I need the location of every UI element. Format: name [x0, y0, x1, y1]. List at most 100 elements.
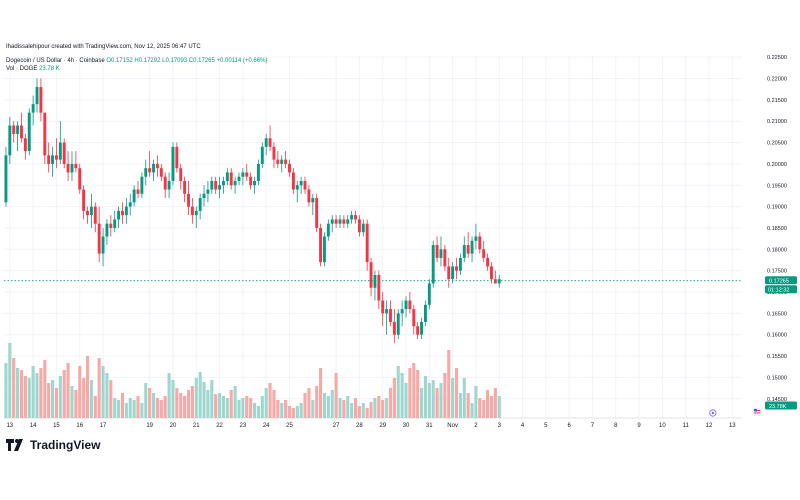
volume-bar — [237, 400, 241, 418]
candle-body — [225, 172, 229, 181]
candle-body — [144, 168, 148, 177]
volume-badge-value: 23.78K — [769, 404, 787, 410]
volume-bar — [489, 396, 494, 418]
volume-bar — [144, 383, 148, 418]
volume-bar — [365, 408, 369, 418]
candle-body — [16, 125, 20, 135]
price-axis[interactable]: 0.22500 0.22000 0.21500 0.21000 0.20500 0.200… — [767, 55, 787, 403]
candle-body — [245, 172, 249, 177]
volume-bar — [493, 388, 497, 418]
candle-body — [152, 163, 155, 173]
y-tick-label: 0.16000 — [767, 333, 787, 339]
candle-body — [210, 180, 214, 190]
volume-bar — [315, 386, 319, 418]
tradingview-logo-icon — [6, 439, 23, 451]
candle-body — [435, 245, 439, 258]
candle-body — [385, 309, 389, 314]
x-tick-label: 16 — [76, 423, 83, 429]
symbol-title[interactable]: Dogecoin / US Dollar · 4h · Coinbase — [6, 58, 105, 64]
candle-body — [497, 279, 501, 284]
candle-body — [311, 198, 315, 203]
volume-bar — [43, 360, 47, 418]
candle-body — [357, 219, 361, 233]
candle-body — [43, 112, 47, 156]
volume-bar — [295, 406, 299, 418]
candle-body — [70, 163, 74, 173]
candle-body — [20, 125, 23, 139]
volume-label[interactable]: Vol · DOGE — [6, 66, 38, 72]
volume-bar — [264, 388, 268, 418]
volume-bar — [155, 398, 159, 418]
candle-body — [237, 176, 241, 181]
candle-body — [408, 300, 412, 310]
candle-body — [420, 321, 424, 335]
x-tick-label: 21 — [193, 423, 200, 429]
y-tick-label: 0.15500 — [767, 354, 787, 360]
x-tick-label: 20 — [170, 423, 177, 429]
time-axis[interactable]: 13 14 15 16 17 19 20 21 22 23 24 25 27 28 29 30 31 Nov 2 3 4… — [6, 423, 736, 429]
candle-body — [466, 245, 470, 254]
candle-body — [451, 266, 455, 280]
candle-body — [101, 236, 105, 254]
volume-bar — [322, 393, 327, 418]
volume-bar — [284, 400, 288, 418]
volume-bar — [167, 373, 171, 418]
y-tick-label: 0.14500 — [767, 397, 787, 403]
volume-bar — [93, 396, 97, 418]
candle-body — [431, 245, 435, 284]
volume-bar — [256, 406, 260, 418]
ohlc-values: O0.17152 H0.17292 L0.17093 C0.17265 +0.0… — [106, 58, 268, 64]
extras — [709, 407, 762, 417]
candle-body — [159, 168, 163, 177]
volume-bar — [132, 400, 136, 418]
candle-body — [486, 257, 490, 267]
y-tick-label: 0.18000 — [767, 247, 787, 253]
volume-bar — [427, 383, 431, 418]
candle-body — [39, 87, 43, 113]
volume-bar — [218, 393, 222, 418]
volume-bar — [252, 403, 257, 418]
volume-bar — [404, 383, 408, 418]
volume-bar — [338, 398, 342, 418]
candle-body — [179, 168, 183, 181]
candle-body — [31, 104, 35, 113]
candle-body — [23, 138, 27, 152]
volume-bar — [346, 396, 350, 418]
volume-bar — [210, 380, 214, 418]
y-tick-label: 0.18500 — [767, 226, 787, 232]
volume-bar — [229, 390, 233, 418]
us-flag-canton — [754, 409, 757, 412]
volume-bar — [97, 358, 101, 418]
volume-bar — [128, 398, 132, 418]
candle-body — [35, 87, 39, 105]
tradingview-logo[interactable]: TradingView — [6, 438, 100, 452]
candle-body — [47, 155, 51, 164]
volume-bar — [225, 398, 229, 418]
candle-body — [121, 210, 124, 216]
y-tick-label: 0.22500 — [767, 55, 787, 61]
volume-bar — [82, 378, 86, 418]
x-tick-label: 13 — [6, 423, 13, 429]
volume-bar — [31, 366, 35, 418]
author-line: Ihadissalehipour created with TradingVie… — [6, 44, 201, 50]
candle-body — [423, 304, 427, 322]
candle-body — [264, 138, 268, 147]
candle-body — [474, 236, 478, 241]
candle-body — [490, 266, 493, 280]
candle-body — [136, 189, 140, 194]
candle-body — [54, 155, 58, 160]
x-tick-label: 22 — [216, 423, 223, 429]
candle-body — [307, 189, 311, 203]
candle-body — [284, 159, 288, 164]
volume-bar — [280, 403, 284, 418]
volume-bar — [400, 373, 404, 418]
candle-body — [291, 172, 295, 190]
volume-bar — [350, 403, 354, 418]
candle-body — [128, 202, 132, 207]
x-tick-label: 31 — [426, 423, 433, 429]
volume-bar — [307, 388, 311, 418]
volume-bar — [8, 343, 12, 418]
candle-body — [470, 240, 474, 254]
volume-bar — [78, 366, 82, 418]
